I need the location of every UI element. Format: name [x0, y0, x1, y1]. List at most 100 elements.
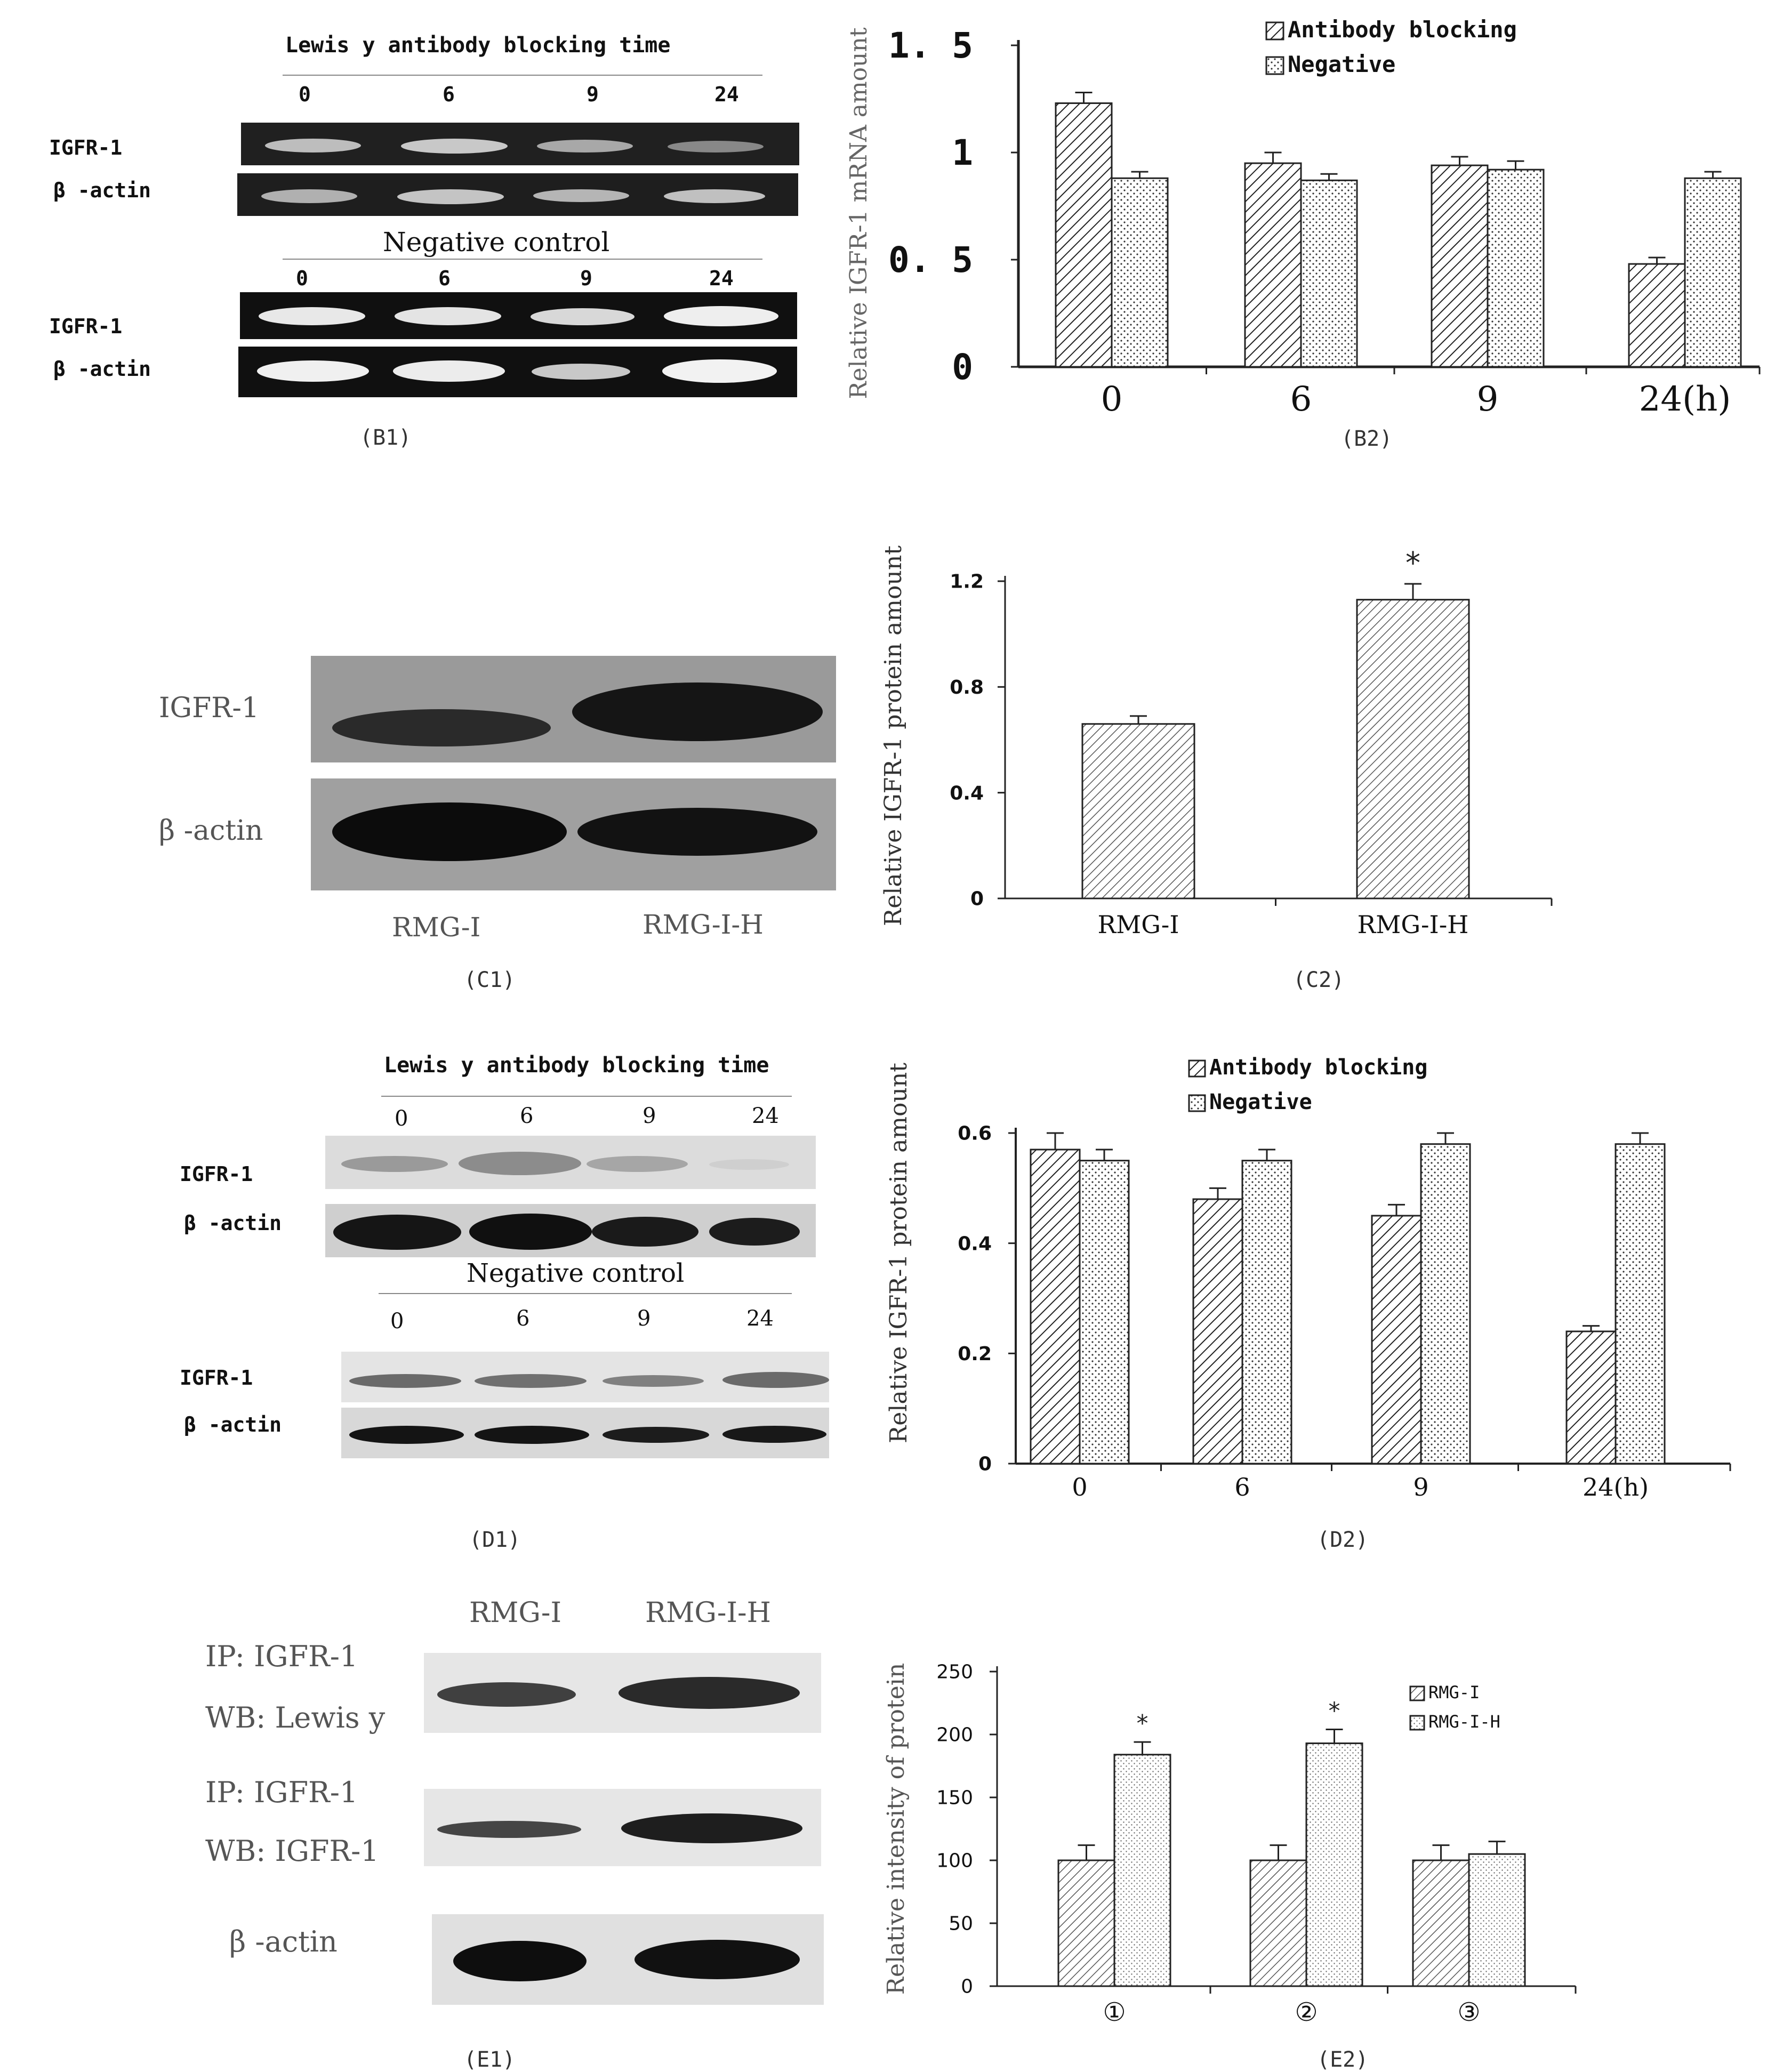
- d2-legend-swatch: [1188, 1094, 1206, 1112]
- b1-negative-rule: [283, 259, 762, 260]
- b2-bar: [1300, 179, 1358, 368]
- d2-y-tick-label: 0.4: [958, 1233, 992, 1255]
- e2-bar: [1305, 1742, 1363, 1987]
- western-blot-strip: [432, 1914, 824, 2005]
- e2-y-tick-label: 100: [936, 1850, 973, 1872]
- b2-bar: [1055, 102, 1113, 368]
- b1-neg-time: 0: [296, 267, 308, 290]
- b2-legend-swatch: [1265, 21, 1284, 41]
- c1-lane-label: RMG-I: [392, 912, 481, 943]
- d1-negative-rule: [379, 1293, 792, 1294]
- e2-bar: [1412, 1859, 1470, 1987]
- western-blot-strip: [325, 1204, 816, 1257]
- e2-y-axis-label: Relative intensity of protein: [882, 1663, 910, 1995]
- b2-y-tick-label: 0. 5: [888, 239, 973, 280]
- b2-bar: [1111, 177, 1169, 368]
- d2-bar: [1420, 1143, 1471, 1465]
- panel-caption: (B1): [360, 425, 412, 450]
- b1-row-label: IGFR-1: [49, 136, 123, 159]
- c2-x-tick-label: RMG-I-H: [1358, 910, 1469, 939]
- western-blot-strip: [325, 1136, 816, 1189]
- panel-caption: (D2): [1317, 1528, 1369, 1552]
- e1-row-label: WB: IGFR-1: [205, 1834, 379, 1868]
- b2-x-tick-label: 9: [1477, 380, 1499, 419]
- d1-neg-time: 9: [637, 1306, 651, 1331]
- d2-x-tick-label: 9: [1413, 1473, 1428, 1501]
- d1-time: 9: [642, 1104, 656, 1128]
- d1-neg-row-label: IGFR-1: [180, 1366, 253, 1390]
- e2-x-tick-label: ③: [1457, 1997, 1480, 2027]
- b1-time: 0: [299, 83, 311, 106]
- d2-bar: [1565, 1330, 1617, 1465]
- b1-time: 9: [587, 83, 599, 106]
- e1-lane-label: RMG-I-H: [645, 1597, 771, 1629]
- e2-y-tick-label: 0: [961, 1976, 973, 1998]
- e2-legend-label: RMG-I-H: [1428, 1712, 1500, 1732]
- b1-time: 24: [714, 83, 739, 106]
- panel-caption: (B2): [1341, 427, 1393, 451]
- d1-neg-time: 0: [390, 1309, 404, 1334]
- b1-row-label: β -actin: [53, 179, 151, 202]
- d1-neg-time: 24: [746, 1306, 774, 1331]
- b1-neg-row-label: IGFR-1: [49, 315, 123, 338]
- b2-legend-swatch: [1265, 56, 1284, 75]
- b2-y-axis-label: Relative IGFR-1 mRNA amount: [845, 27, 872, 399]
- d2-bar: [1615, 1143, 1666, 1465]
- panel-caption: (E2): [1317, 2047, 1369, 2072]
- b2-legend-label: Negative: [1288, 51, 1395, 77]
- b1-header-rule: [283, 75, 762, 76]
- western-blot-strip: [311, 656, 836, 762]
- d2-x-tick-label: 0: [1072, 1473, 1087, 1501]
- e2-x-tick-label: ②: [1295, 1997, 1318, 2027]
- b2-x-tick-label: 0: [1101, 380, 1123, 419]
- d1-negative-header: Negative control: [467, 1258, 685, 1288]
- e2-legend-swatch: [1409, 1715, 1425, 1731]
- e2-legend-swatch: [1409, 1685, 1425, 1701]
- c2-bar: [1356, 599, 1470, 900]
- gel-strip: [238, 347, 797, 397]
- c2-y-tick-label: 0: [970, 888, 984, 910]
- c2-y-tick-label: 1.2: [950, 571, 984, 593]
- d1-neg-row-label: β -actin: [184, 1413, 282, 1436]
- e2-x-tick-label: ①: [1103, 1997, 1126, 2027]
- b1-neg-time: 6: [438, 267, 451, 290]
- c2-significance-label: *: [1405, 546, 1420, 581]
- d2-legend-label: Negative: [1209, 1090, 1312, 1114]
- western-blot-strip: [311, 778, 836, 890]
- d2-bar: [1241, 1160, 1292, 1465]
- panel-caption: (C1): [464, 968, 516, 992]
- d1-row-label: IGFR-1: [180, 1162, 253, 1186]
- b1-neg-time: 9: [580, 267, 592, 290]
- c2-x-tick-label: RMG-I: [1097, 910, 1179, 939]
- c1-row-label: IGFR-1: [159, 692, 259, 724]
- western-blot-strip: [341, 1408, 829, 1458]
- c2-y-axis-label: Relative IGFR-1 protein amount: [880, 545, 907, 926]
- b2-y-tick-label: 0: [952, 347, 973, 388]
- d2-x-tick-label: 24(h): [1583, 1473, 1649, 1501]
- e2-bar: [1057, 1859, 1115, 1987]
- panel-caption: (C2): [1293, 968, 1345, 992]
- b2-x-tick-label: 24(h): [1639, 380, 1731, 419]
- b1-neg-time: 24: [709, 267, 734, 290]
- d2-legend-label: Antibody blocking: [1209, 1055, 1427, 1080]
- b2-bar: [1487, 168, 1545, 368]
- d1-time: 24: [752, 1104, 779, 1128]
- e2-bar: [1113, 1754, 1171, 1987]
- b1-neg-row-label: β -actin: [53, 357, 151, 381]
- d2-y-tick-label: 0.2: [958, 1343, 992, 1365]
- western-blot-strip: [424, 1653, 821, 1733]
- c2-y-tick-label: 0.4: [950, 782, 984, 804]
- c1-lane-label: RMG-I-H: [642, 909, 764, 940]
- d2-bar: [1030, 1149, 1081, 1465]
- b2-x-tick-label: 6: [1290, 380, 1312, 419]
- d1-row-label: β -actin: [184, 1211, 282, 1235]
- e1-row-label: IP: IGFR-1: [205, 1640, 358, 1673]
- d2-y-axis-label: Relative IGFR-1 protein amount: [885, 1063, 912, 1443]
- e2-bar: [1249, 1859, 1307, 1987]
- western-blot-strip: [424, 1789, 821, 1866]
- e2-y-tick-label: 200: [936, 1724, 973, 1746]
- b1-negative-header: Negative control: [383, 227, 610, 258]
- d2-bar: [1079, 1160, 1130, 1465]
- d1-time: 6: [520, 1104, 534, 1128]
- d2-bar: [1371, 1215, 1422, 1465]
